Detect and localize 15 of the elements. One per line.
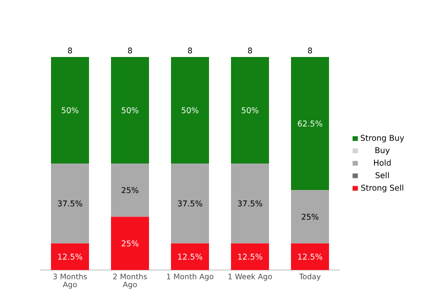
bar (291, 243, 330, 270)
bar (231, 56, 270, 164)
bar (171, 56, 209, 164)
bar (231, 163, 270, 244)
bar (231, 243, 270, 270)
bar (291, 190, 330, 244)
bar (51, 163, 89, 244)
bar (111, 56, 149, 164)
bar (111, 163, 149, 217)
bar (51, 56, 89, 164)
bar (171, 243, 209, 270)
bar (171, 163, 209, 244)
bar (111, 216, 149, 270)
bar (291, 56, 330, 190)
bar (51, 243, 89, 270)
